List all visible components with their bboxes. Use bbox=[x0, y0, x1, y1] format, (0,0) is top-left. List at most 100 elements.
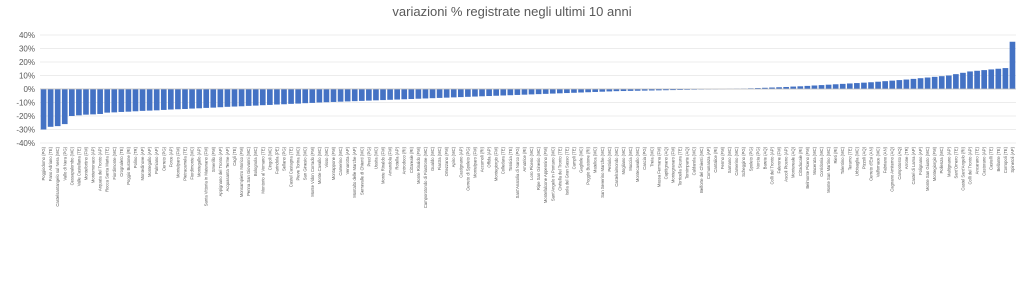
bar bbox=[373, 89, 379, 100]
bar bbox=[1003, 68, 1009, 89]
x-tick-label: Gagliole (MC) bbox=[579, 146, 584, 172]
x-tick-label: Montemonaco (AP) bbox=[91, 146, 96, 183]
bar bbox=[479, 89, 485, 96]
x-tick-label: Fano Adriano (TE) bbox=[48, 146, 53, 181]
x-tick-label: Montegranaro (FM) bbox=[670, 146, 675, 183]
bar bbox=[423, 89, 429, 98]
bar bbox=[430, 89, 436, 98]
bar bbox=[154, 89, 160, 110]
bar bbox=[394, 89, 400, 100]
x-tick-label: Offida (AP) bbox=[487, 146, 492, 167]
x-tick-label: Pietracamela (TE) bbox=[182, 146, 187, 180]
bar bbox=[175, 89, 181, 109]
x-tick-label: Fiordimonte (MC) bbox=[190, 146, 195, 179]
x-tick-label: Rocca Santa Maria (TE) bbox=[105, 146, 110, 192]
x-tick-label: Montelparo (FM) bbox=[472, 146, 477, 178]
x-tick-label: Montegiorgio (FM) bbox=[932, 146, 937, 181]
bar bbox=[564, 89, 570, 93]
x-tick-label: Corropoli (TE) bbox=[1003, 146, 1008, 173]
bar bbox=[182, 89, 188, 109]
x-tick-label: Montedinove (AP) bbox=[140, 146, 145, 180]
x-tick-label: Tornimparte (AQ) bbox=[685, 146, 690, 179]
x-tick-label: Pollenza (MC) bbox=[939, 146, 944, 173]
bar bbox=[366, 89, 372, 101]
x-tick-label: Monte Cavallo (MC) bbox=[317, 146, 322, 184]
x-tick-label: Massa Fermana (FM) bbox=[656, 146, 661, 187]
bar bbox=[274, 89, 280, 105]
bar bbox=[401, 89, 407, 99]
x-tick-label: Teramo (TE) bbox=[847, 146, 852, 170]
x-tick-label: Cerreto d'Esi (AN) bbox=[869, 146, 874, 180]
bar bbox=[69, 89, 75, 116]
bar bbox=[317, 89, 323, 103]
bar bbox=[543, 89, 549, 94]
x-tick-label: Cagnano Amiterno (AQ) bbox=[890, 146, 895, 191]
x-tick-label: Fiastra (MC) bbox=[437, 146, 442, 170]
bar bbox=[918, 78, 924, 89]
bar bbox=[408, 89, 414, 99]
x-tick-label: Tossicia (TE) bbox=[508, 146, 513, 171]
y-tick-label: -30% bbox=[16, 126, 35, 135]
bar bbox=[833, 84, 839, 89]
x-tick-label: Torricella Sicura (TE) bbox=[678, 146, 683, 186]
bar bbox=[805, 86, 811, 89]
bar bbox=[161, 89, 167, 110]
x-tick-label: Colli del Tronto (AP) bbox=[968, 146, 973, 184]
x-tick-label: Camporotondo di Fiastrone (MC) bbox=[423, 146, 428, 208]
bar bbox=[882, 81, 888, 89]
x-tick-label: Fermo (FM) bbox=[720, 146, 725, 169]
bar bbox=[111, 89, 117, 112]
x-tick-label: Matelica (MC) bbox=[593, 146, 598, 173]
bar bbox=[550, 89, 556, 94]
x-tick-label: Ortezzano (FM) bbox=[444, 146, 449, 176]
x-tick-label: Bolognola (MC) bbox=[253, 146, 258, 176]
x-tick-label: Sarnano (MC) bbox=[727, 146, 732, 173]
bar bbox=[557, 89, 563, 93]
x-tick-label: Campli (TE) bbox=[571, 146, 576, 169]
bar bbox=[189, 89, 195, 109]
x-tick-label: Ancarano (TE) bbox=[975, 146, 980, 174]
bar bbox=[168, 89, 174, 110]
x-tick-label: Sellano (PG) bbox=[282, 146, 287, 171]
x-tick-label: Castel Sant'Angelo (RI) bbox=[960, 146, 965, 190]
y-tick-label: 20% bbox=[19, 58, 35, 67]
bar bbox=[83, 89, 89, 115]
bar bbox=[812, 85, 818, 89]
y-tick-label: -10% bbox=[16, 99, 35, 108]
y-tick-label: -40% bbox=[16, 139, 35, 148]
bar bbox=[932, 77, 938, 89]
x-tick-label: Montalto delle Marche (AP) bbox=[352, 146, 357, 197]
x-tick-label: Montefortino (FM) bbox=[83, 146, 88, 180]
x-tick-label: Palmiano (AP) bbox=[154, 146, 159, 174]
bar bbox=[925, 78, 931, 89]
x-tick-label: Tolentino (MC) bbox=[840, 146, 845, 174]
x-tick-label: Montappone (FM) bbox=[331, 146, 336, 180]
y-tick-label: 40% bbox=[19, 31, 35, 40]
x-tick-label: Civitella del Tronto (TE) bbox=[557, 146, 562, 190]
x-tick-label: Rieti (RI) bbox=[833, 146, 838, 163]
x-tick-label: Monte San Giusto (MC) bbox=[925, 146, 930, 191]
x-tick-label: San Ginesio (MC) bbox=[303, 146, 308, 180]
x-tick-label: Montegallo (AP) bbox=[197, 146, 202, 177]
x-tick-label: Castorano (AP) bbox=[982, 146, 987, 175]
bar bbox=[486, 89, 492, 96]
bar bbox=[904, 80, 910, 89]
x-tick-label: Corridonia (MC) bbox=[819, 146, 824, 176]
x-tick-label: Montegallo (AP) bbox=[147, 146, 152, 177]
bar bbox=[302, 89, 308, 103]
x-tick-label: Scheggino (PG) bbox=[741, 146, 746, 176]
x-tick-label: Spinetoli (AP) bbox=[1010, 146, 1015, 172]
bar bbox=[840, 84, 846, 89]
bar bbox=[896, 80, 902, 89]
x-tick-label: Farindola (PE) bbox=[274, 146, 279, 174]
x-tick-label: Falerone (FM) bbox=[777, 146, 782, 173]
bar bbox=[232, 89, 238, 107]
bar bbox=[295, 89, 301, 104]
bar bbox=[338, 89, 344, 102]
x-tick-label: Sant'Omero (TE) bbox=[953, 146, 958, 178]
x-tick-label: Isola del Gran Sasso (TE) bbox=[564, 146, 569, 195]
x-tick-label: Camerino (MC) bbox=[734, 146, 739, 175]
x-tick-label: Vallo di Nera (PG) bbox=[62, 146, 67, 180]
x-tick-label: Maltignano (AP) bbox=[946, 146, 951, 177]
x-tick-label: Castel Castagna (TE) bbox=[289, 146, 294, 187]
